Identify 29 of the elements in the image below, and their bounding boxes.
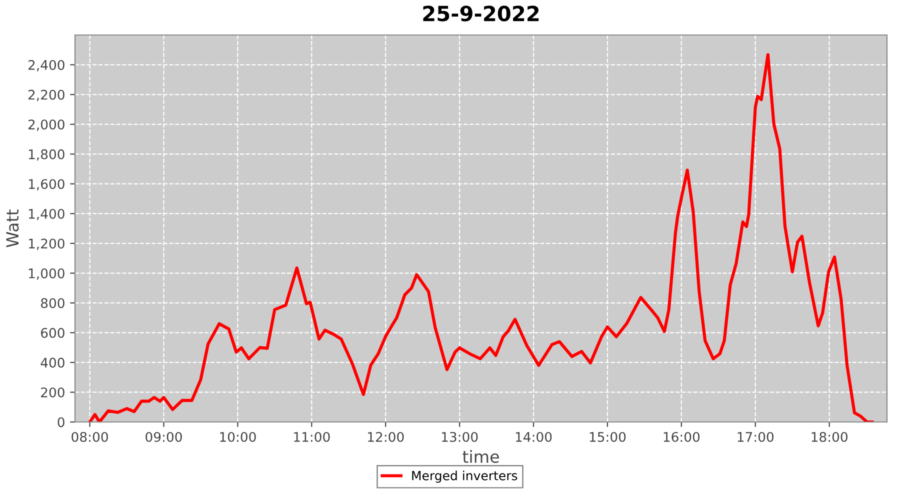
x-tick-label: 09:00 (146, 432, 182, 442)
legend-label: Merged inverters (412, 470, 518, 483)
y-tick-label: 1,800 (28, 149, 64, 161)
y-tick-label: 1,600 (28, 179, 64, 190)
y-tick-label: 2,400 (28, 60, 64, 72)
y-tick-label: 1,200 (28, 238, 64, 250)
line-series (88, 53, 874, 422)
x-tick-label: 14:00 (516, 432, 552, 442)
x-tick-label: 18:00 (812, 432, 848, 442)
y-tick-label: 400 (40, 358, 64, 368)
x-tick-label: 10:00 (220, 432, 256, 442)
y-tick-label: 2,000 (28, 120, 64, 131)
x-tick-label: 11:00 (294, 432, 330, 442)
y-axis-title: Watt (6, 210, 19, 248)
y-tick-label: 200 (41, 387, 64, 398)
x-tick-label: 13:00 (442, 432, 478, 442)
x-tick-label: 12:00 (368, 432, 404, 442)
x-tick-label: 17:00 (738, 432, 774, 442)
y-tick-label: 600 (41, 328, 64, 338)
chart-title: 25-9-2022 (423, 6, 539, 22)
y-tick-label: 1,400 (28, 208, 64, 220)
y-tick-label: 800 (40, 298, 64, 308)
x-tick-label: 08:00 (72, 432, 108, 442)
x-axis-title: time (462, 450, 499, 463)
y-tick-label: 0 (58, 417, 64, 428)
x-tick-label: 16:00 (664, 432, 700, 442)
y-tick-label: 1,000 (28, 268, 64, 280)
x-tick-label: 15:00 (590, 432, 626, 442)
y-tick-label: 2,200 (28, 90, 64, 102)
